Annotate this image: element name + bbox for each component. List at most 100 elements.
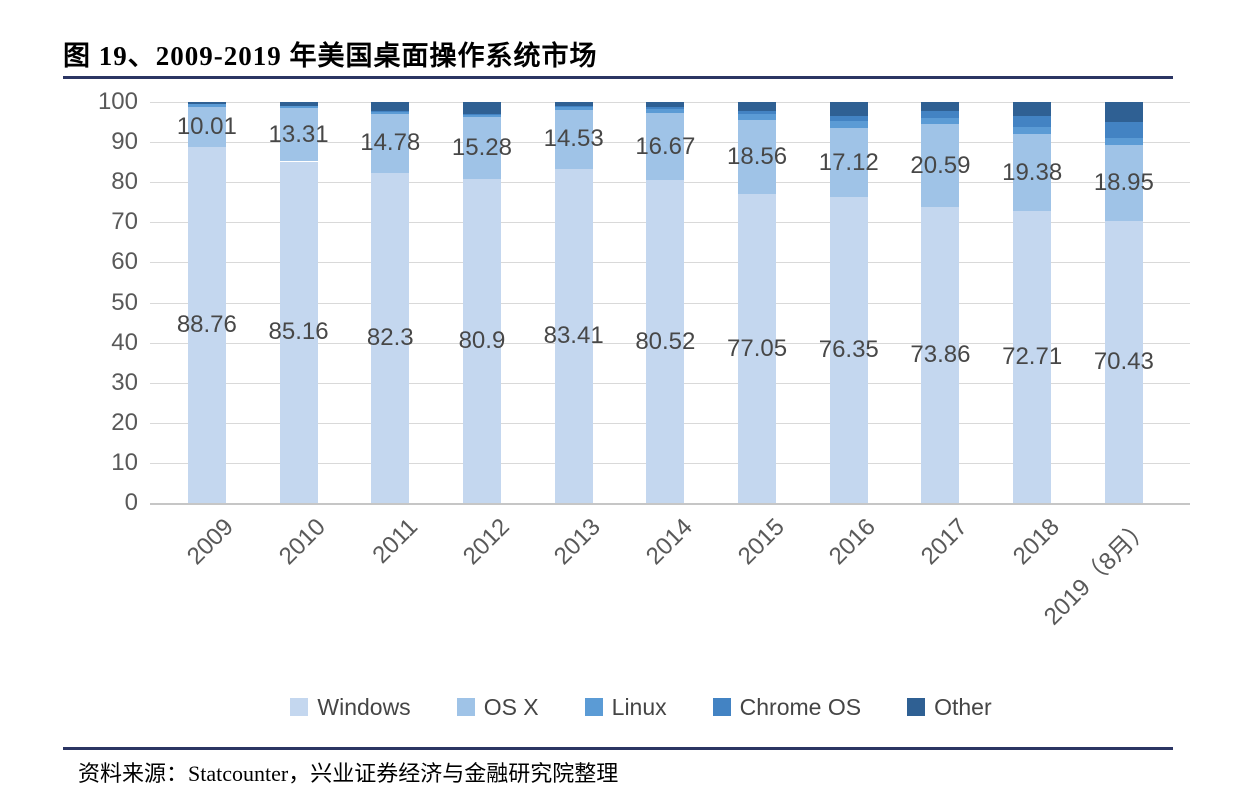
bar-segment-other: [279, 102, 318, 106]
bar-segment-windows: [554, 168, 593, 503]
bar-segment-windows: [738, 194, 777, 503]
bar-value-label: 14.78: [360, 129, 421, 157]
bar-value-label: 16.67: [635, 132, 696, 160]
legend-label: OS X: [483, 693, 539, 720]
bar-segment-other: [829, 102, 868, 116]
bar-value-label: 83.41: [543, 321, 604, 349]
bar-segment-os-x: [554, 110, 593, 169]
bar-value-label: 82.3: [366, 323, 414, 351]
bar-value-label: 77.05: [727, 334, 788, 362]
title-rule: [63, 76, 1173, 79]
bar-segment-linux: [1104, 137, 1143, 145]
bar-segment-chrome-os: [738, 111, 777, 115]
legend-item-os-x: OS X: [456, 693, 539, 721]
bar-segment-linux: [462, 114, 501, 118]
bar-segment-linux: [279, 105, 318, 109]
x-axis-line: [150, 503, 1190, 505]
bar-segment-windows: [921, 206, 960, 503]
y-axis-tick-label: 100: [97, 88, 138, 115]
legend-label: Linux: [611, 693, 667, 720]
y-axis-tick-label: 20: [111, 408, 138, 436]
bar-value-label: 13.31: [268, 120, 329, 148]
bar-segment-os-x: [1104, 144, 1143, 221]
bar-segment-os-x: [921, 124, 960, 207]
legend-swatch-icon: [290, 698, 309, 716]
bar-segment-chrome-os: [646, 107, 685, 110]
bar-segment-windows: [187, 147, 226, 503]
x-axis-tick-label: 2018: [1007, 513, 1065, 571]
bar-segment-linux: [1013, 126, 1052, 134]
bar-segment-os-x: [738, 119, 777, 195]
bar-segment-chrome-os: [921, 110, 960, 118]
bar-value-label: 15.28: [451, 133, 512, 161]
bar-value-label: 19.38: [1002, 158, 1063, 186]
source-note: 资料来源：Statcounter，兴业证券经济与金融研究院整理: [78, 761, 619, 786]
bar-segment-linux: [738, 114, 777, 120]
bar-value-label: 80.52: [635, 327, 696, 355]
bar-value-label: 20.59: [910, 151, 971, 179]
bar-segment-linux: [829, 121, 868, 129]
x-axis-tick-label: 2012: [457, 513, 515, 571]
bar-value-label: 88.76: [176, 311, 237, 339]
bar-segment-os-x: [646, 113, 685, 181]
legend-item-linux: Linux: [584, 693, 667, 721]
y-axis-tick-label: 90: [111, 128, 138, 156]
bar-value-label: 70.43: [1093, 347, 1154, 375]
legend-swatch-icon: [584, 698, 603, 716]
x-axis-tick-label: 2010: [274, 513, 331, 571]
bar-segment-windows: [1013, 211, 1052, 503]
bar-value-label: 72.71: [1002, 343, 1063, 371]
bar-segment-os-x: [279, 108, 318, 162]
bar-segment-other: [371, 102, 410, 111]
bar-segment-windows: [829, 196, 868, 503]
legend-label: Windows: [317, 693, 411, 720]
bar-value-label: 73.86: [910, 340, 971, 368]
bar-value-label: 17.12: [818, 148, 879, 176]
legend-item-other: Other: [907, 694, 992, 721]
x-axis-tick-label: 2013: [549, 513, 607, 571]
footer-rule: [63, 747, 1173, 750]
x-axis-tick-label: 2016: [824, 513, 882, 571]
bar-segment-os-x: [829, 128, 868, 197]
bar-segment-other: [462, 102, 501, 114]
bar-segment-other: [554, 102, 593, 107]
bar-segment-other: [1104, 102, 1143, 122]
bar-value-label: 85.16: [268, 318, 329, 346]
bar-segment-other: [646, 102, 685, 108]
bar-value-label: 80.9: [458, 326, 506, 354]
y-axis-tick-label: 70: [111, 208, 138, 236]
bar-segment-os-x: [187, 106, 226, 148]
x-axis-tick-label: 2014: [640, 513, 698, 571]
x-axis-tick-label: 2011: [367, 513, 423, 569]
bar-segment-other: [921, 102, 960, 111]
chart-legend: Windows OS X Linux Chrome OS Other: [46, 691, 1236, 723]
y-axis-tick-label: 60: [111, 248, 138, 276]
y-axis-tick-label: 50: [111, 288, 138, 316]
bar-segment-windows: [462, 178, 501, 503]
bar-value-label: 18.95: [1093, 168, 1154, 196]
bar-segment-other: [738, 102, 777, 112]
stacked-bar-chart: 0 10 20 30 40 50 60 70 80 90 100 88.76 10.01 85.16 13.…: [97, 88, 1190, 630]
x-axis-tick-label: 2009: [182, 513, 240, 571]
bar-segment-linux: [371, 110, 410, 114]
bar-value-label: 10.01: [176, 113, 237, 140]
bar-segment-windows: [371, 172, 410, 503]
legend-item-windows: Windows: [290, 693, 411, 721]
bar-segment-linux: [187, 104, 226, 107]
bar-segment-os-x: [371, 113, 410, 173]
bar-segment-windows: [279, 161, 318, 503]
bar-segment-other: [187, 102, 226, 105]
bar-segment-windows: [1104, 220, 1143, 503]
y-axis-tick-label: 40: [111, 328, 138, 356]
bar-segment-linux: [646, 109, 685, 114]
bar-segment-chrome-os: [554, 106, 593, 107]
bar-segment-other: [1013, 102, 1052, 117]
figure-title: 图 19、2009-2019 年美国桌面操作系统市场: [63, 41, 598, 71]
legend-swatch-icon: [456, 698, 475, 716]
bar-segment-linux: [921, 117, 960, 125]
bar-segment-chrome-os: [1013, 116, 1052, 127]
bar-segment-windows: [646, 180, 685, 503]
legend-label: Other: [934, 693, 992, 720]
y-axis-tick-label: 80: [111, 168, 138, 196]
